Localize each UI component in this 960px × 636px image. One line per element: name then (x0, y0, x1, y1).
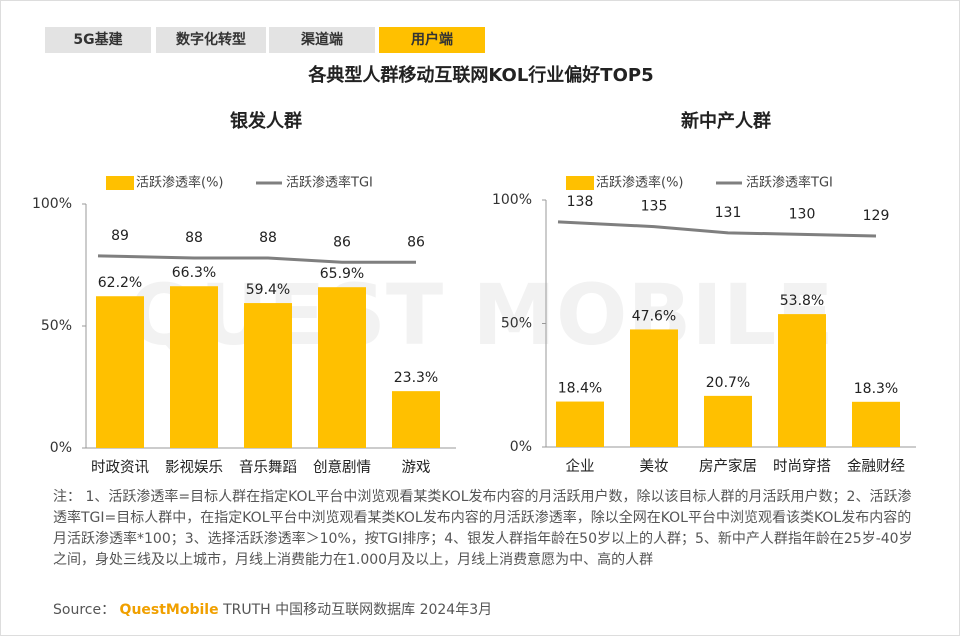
value-label: 59.4% (246, 282, 290, 298)
legend-label: 活跃渗透率TGI (746, 175, 833, 191)
value-label: 18.3% (854, 381, 898, 397)
x-tick-label: 时尚穿搭 (773, 458, 831, 475)
tab[interactable]: 渠道端 (269, 27, 375, 53)
legend-label: 活跃渗透率(%) (136, 175, 224, 191)
bar (392, 391, 440, 448)
value-label: 53.8% (780, 293, 824, 309)
value-label: 47.6% (632, 308, 676, 324)
tab[interactable]: 用户端 (379, 27, 485, 53)
x-tick-label: 企业 (566, 457, 595, 475)
x-tick-label: 美妆 (640, 458, 669, 475)
y-tick-label: 0% (50, 440, 72, 456)
x-tick-label: 时政资讯 (91, 459, 149, 476)
source-brand: QuestMobile (119, 602, 219, 618)
legend-label: 活跃渗透率(%) (596, 175, 684, 191)
bar (96, 296, 144, 448)
value-label: 65.9% (320, 266, 364, 282)
value-label: 23.3% (394, 370, 438, 386)
y-tick-label: 50% (41, 318, 72, 334)
tgi-line (97, 254, 416, 264)
line-label: 86 (333, 234, 351, 250)
legend-swatch (106, 176, 134, 190)
y-tick-label: 100% (492, 192, 532, 208)
x-tick-label: 金融财经 (847, 458, 905, 475)
chart-title: 银发人群 (230, 110, 302, 132)
legend-label: 活跃渗透率TGI (286, 175, 373, 191)
bar (170, 286, 218, 448)
page-title: 各典型人群移动互联网KOL行业偏好TOP5 (307, 64, 653, 86)
bar (778, 314, 826, 447)
bar (556, 401, 604, 447)
tab[interactable]: 5G基建 (45, 27, 151, 53)
source-label: Source： (53, 602, 116, 618)
x-tick-label: 房产家居 (699, 458, 757, 475)
line-label: 88 (259, 230, 277, 246)
line-label: 130 (789, 206, 816, 222)
chart-title: 新中产人群 (681, 110, 771, 132)
value-label: 20.7% (706, 375, 750, 391)
line-label: 138 (567, 194, 594, 210)
line-label: 135 (641, 199, 668, 215)
legend-swatch (566, 176, 594, 190)
source: Source： QuestMobile TRUTH 中国移动互联网数据库 202… (53, 599, 492, 619)
tgi-line (557, 220, 877, 238)
tab[interactable]: 数字化转型 (156, 27, 266, 53)
y-tick-label: 100% (32, 196, 72, 212)
line-label: 88 (185, 230, 203, 246)
note: 注： 1、活跃渗透率=目标人群在指定KOL平台中浏览观看某类KOL发布内容的月活… (53, 489, 913, 568)
value-label: 62.2% (98, 275, 142, 291)
bar (704, 395, 752, 447)
line-label: 131 (715, 205, 742, 221)
x-tick-label: 影视娱乐 (165, 459, 223, 476)
line-label: 129 (863, 208, 890, 224)
line-label: 89 (111, 228, 129, 244)
bar (852, 401, 900, 447)
watermark: QUEST MOBILE (128, 266, 833, 364)
x-tick-label: 创意剧情 (313, 458, 371, 476)
line-label: 86 (407, 234, 425, 250)
bar (244, 303, 292, 448)
x-tick-label: 游戏 (402, 459, 431, 476)
y-tick-label: 50% (501, 316, 532, 332)
source-text: TRUTH 中国移动互联网数据库 2024年3月 (223, 602, 493, 618)
y-tick-label: 0% (510, 439, 532, 455)
value-label: 66.3% (172, 265, 216, 281)
value-label: 18.4% (558, 381, 602, 397)
x-tick-label: 音乐舞蹈 (239, 459, 297, 476)
bar (630, 329, 678, 447)
bar (318, 287, 366, 448)
